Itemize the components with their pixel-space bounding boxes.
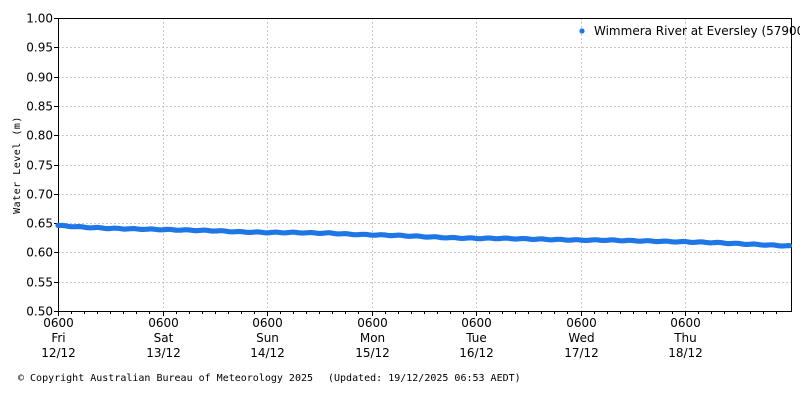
y-tick-label: 1.00 xyxy=(26,12,53,26)
y-tick-label: 0.70 xyxy=(26,188,53,202)
legend-label: Wimmera River at Eversley (579005) xyxy=(594,24,800,38)
x-tick-label: Tue xyxy=(465,331,487,345)
plot-area-border xyxy=(58,18,792,312)
x-tick-label: Sun xyxy=(256,331,279,345)
x-tick-label: 14/12 xyxy=(250,346,285,360)
series-points xyxy=(55,222,793,249)
y-tick-label: 0.95 xyxy=(26,41,53,55)
x-tick-label: 16/12 xyxy=(459,346,494,360)
x-tick-label: 0600 xyxy=(566,316,597,330)
y-tick-label: 0.65 xyxy=(26,217,53,231)
copyright-text: © Copyright Australian Bureau of Meteoro… xyxy=(18,373,314,384)
y-tick-label: 0.80 xyxy=(26,129,53,143)
x-tick-label: 0600 xyxy=(461,316,492,330)
x-tick-label: 0600 xyxy=(43,316,74,330)
x-tick-label: 0600 xyxy=(148,316,179,330)
x-tick-label: Mon xyxy=(360,331,385,345)
x-tick-label: 0600 xyxy=(670,316,701,330)
legend-marker xyxy=(579,28,585,34)
y-tick-label: 0.90 xyxy=(26,71,53,85)
data-point xyxy=(786,243,793,249)
y-tick-label: 0.75 xyxy=(26,159,53,173)
y-tick-label: 0.85 xyxy=(26,100,53,114)
x-tick-label: 17/12 xyxy=(564,346,599,360)
x-tick-label: 12/12 xyxy=(41,346,76,360)
x-tick-label: 0600 xyxy=(357,316,388,330)
grid xyxy=(58,18,791,311)
y-tick-label: 0.55 xyxy=(26,276,53,290)
y-axis: 0.50 0.55 0.60 0.65 0.70 0.75 0.80 0.85 0.90 0.95… xyxy=(26,12,58,319)
y-axis-label: Water Level (m) xyxy=(12,116,23,214)
x-tick-label: 18/12 xyxy=(668,346,703,360)
y-tick-label: 0.60 xyxy=(26,246,53,260)
x-tick-label: 15/12 xyxy=(355,346,390,360)
x-tick-label: Thu xyxy=(673,331,697,345)
updated-timestamp: (Updated: 19/12/2025 06:53 AEDT) xyxy=(328,373,521,384)
x-tick-label: Sat xyxy=(154,331,174,345)
x-tick-label: Fri xyxy=(51,331,65,345)
y-tick-label: 0.50 xyxy=(26,305,53,319)
x-tick-label: Wed xyxy=(568,331,594,345)
x-axis: 0600Fri12/120600Sat13/120600Sun14/120600… xyxy=(41,311,777,360)
x-tick-label: 0600 xyxy=(252,316,283,330)
x-tick-label: 13/12 xyxy=(146,346,181,360)
legend: Wimmera River at Eversley (579005) xyxy=(579,24,800,38)
